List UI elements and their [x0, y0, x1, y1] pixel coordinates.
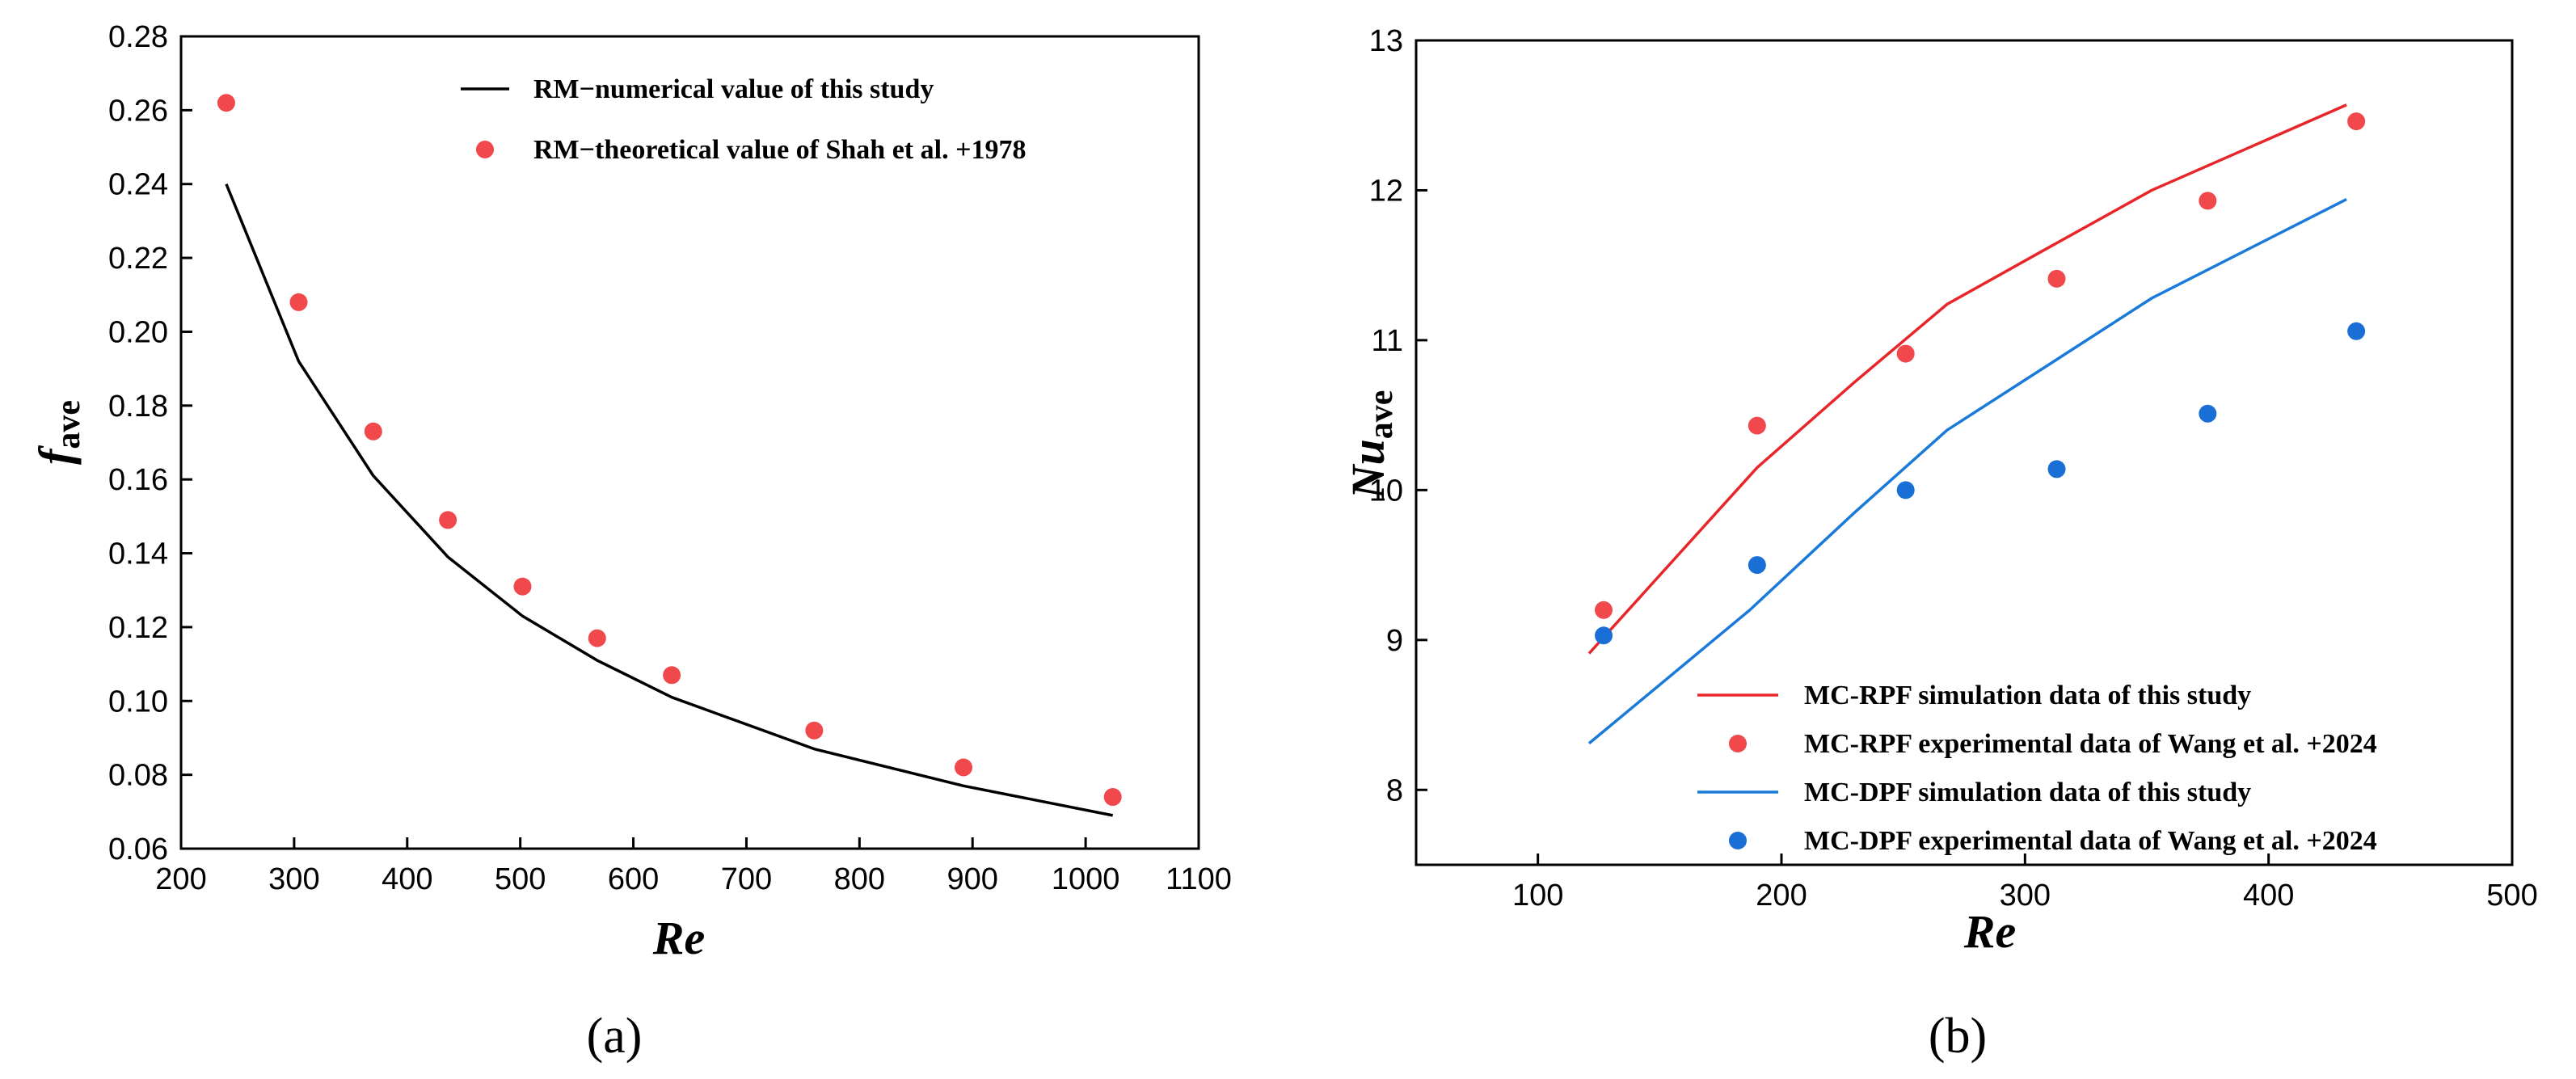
data-point-b-1: [2047, 269, 2066, 288]
plot-area-a: 200 300 400 500 600 700 800 900 1000 1100 0.06 0.08…: [108, 20, 1232, 896]
y-axis-title-a: fave: [29, 400, 87, 465]
y-axis-title-sub-a: ave: [50, 400, 87, 449]
data-point-b-3: [2047, 460, 2066, 478]
data-point-a-1: [1103, 788, 1122, 807]
x-tick-label-b: 200: [1756, 879, 1807, 913]
y-tick-label-a: 0.26: [108, 94, 168, 128]
data-point-a-1: [513, 577, 532, 596]
data-point-b-1: [1595, 601, 1613, 619]
data-point-b-3: [1748, 556, 1766, 575]
x-tick-label-b: 300: [2000, 879, 2051, 913]
x-tick-label-b: 100: [1512, 879, 1563, 913]
data-point-a-1: [364, 422, 382, 440]
x-tick-label-a: 1100: [1166, 862, 1232, 896]
y-axis-title-b: Nuave: [1342, 390, 1400, 500]
x-tick-label-a: 800: [834, 862, 885, 896]
legend-label: MC-RPF experimental data of Wang et al. …: [1804, 729, 2377, 759]
y-tick-label-a: 0.20: [108, 315, 168, 349]
y-tick-label-a: 0.22: [108, 242, 168, 276]
x-axis-title-a: Re: [652, 912, 705, 964]
legend-label: MC-DPF experimental data of Wang et al. …: [1804, 826, 2377, 856]
y-tick-label-a: 0.12: [108, 611, 168, 645]
x-axis-title-b: Re: [1963, 905, 2016, 958]
y-tick-label-b: 10: [1369, 474, 1403, 508]
legend-label: MC-DPF simulation data of this study: [1804, 778, 2251, 807]
y-tick-label-a: 0.16: [108, 463, 168, 497]
y-tick-label-a: 0.10: [108, 685, 168, 719]
y-tick-label-b: 8: [1386, 773, 1403, 807]
data-point-a-1: [588, 629, 606, 647]
x-tick-label-a: 400: [382, 862, 432, 896]
data-point-b-3: [2199, 404, 2217, 423]
panel-label-a: (a): [587, 1009, 643, 1064]
x-tick-label-a: 700: [721, 862, 772, 896]
series-line-b-0: [1587, 103, 2347, 655]
legend-label: RM−theoretical value of Shah et al. +197…: [533, 135, 1026, 165]
data-point-a-1: [805, 721, 824, 740]
data-point-b-1: [2199, 192, 2217, 210]
legend-b: MC-RPF simulation data of this study MC-R…: [1697, 681, 2377, 856]
data-point-b-1: [1748, 416, 1766, 435]
y-tick-label-a: 0.24: [108, 168, 168, 202]
x-tick-label-b: 400: [2243, 879, 2294, 913]
y-tick-label-b: 13: [1369, 24, 1403, 58]
x-tick-label-b: 500: [2486, 879, 2537, 913]
data-point-a-1: [955, 758, 973, 777]
data-point-b-3: [1896, 481, 1915, 499]
y-axis-title-main-b: Nu: [1342, 439, 1394, 499]
legend-swatch-marker: [1729, 735, 1747, 752]
plot-frame-a: [179, 35, 1200, 850]
x-tick-label-a: 900: [947, 862, 998, 896]
data-point-b-1: [1896, 344, 1915, 363]
y-tick-label-a: 0.08: [108, 759, 168, 793]
y-tick-label-b: 11: [1372, 324, 1403, 358]
data-point-b-3: [1595, 626, 1613, 645]
x-tick-label-a: 1000: [1052, 862, 1120, 896]
y-tick-label-a: 0.18: [108, 390, 168, 424]
data-point-a-1: [439, 511, 457, 529]
data-point-b-1: [2347, 112, 2366, 131]
y-tick-label-a: 0.06: [108, 832, 168, 866]
data-point-a-1: [289, 293, 308, 311]
x-tick-label-a: 200: [155, 862, 206, 896]
legend-a: RM−numerical value of this study RM−theor…: [461, 74, 1026, 165]
x-tick-label-a: 300: [268, 862, 319, 896]
legend-swatch-marker: [1729, 832, 1747, 849]
y-tick-label-b: 9: [1386, 624, 1403, 658]
x-tick-label-a: 500: [495, 862, 546, 896]
y-tick-label-b: 12: [1369, 174, 1403, 208]
legend-label: RM−numerical value of this study: [533, 74, 934, 104]
chart-panel-a: 200 300 400 500 600 700 800 900 1000 1100 0.06 0.08…: [29, 20, 1232, 1064]
panel-label-b: (b): [1929, 1009, 1987, 1064]
y-tick-label-a: 0.28: [108, 20, 168, 54]
series-line-b-2: [1587, 198, 2347, 745]
legend-swatch-marker: [476, 141, 494, 158]
series-line-a-0: [225, 183, 1114, 817]
plot-frame-b: [1414, 39, 2514, 866]
data-point-a-1: [663, 666, 681, 685]
data-point-a-1: [217, 94, 235, 112]
x-tick-label-a: 600: [608, 862, 659, 896]
legend-label: MC-RPF simulation data of this study: [1804, 681, 2251, 710]
data-point-b-3: [2347, 322, 2366, 340]
y-axis-title-sub-b: ave: [1363, 390, 1400, 440]
plot-area-b: 100 200 300 400 500 8 9 10 11 12 13 MC-RPF simulati…: [1369, 24, 2538, 913]
chart-panel-b: 100 200 300 400 500 8 9 10 11 12 13 MC-RPF simulati…: [1342, 24, 2538, 1064]
y-tick-label-a: 0.14: [108, 537, 168, 571]
